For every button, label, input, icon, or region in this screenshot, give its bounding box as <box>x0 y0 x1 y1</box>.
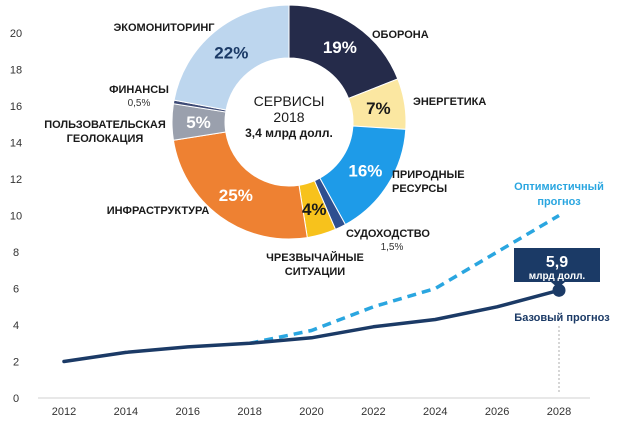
callout-unit: млрд долл. <box>529 271 586 282</box>
donut-center-title: СЕРВИСЫ <box>254 93 325 109</box>
x-tick-label: 2014 <box>114 406 138 418</box>
donut-percent-label: 22% <box>214 43 248 62</box>
y-tick-label: 6 <box>13 284 19 296</box>
segment-name-label: ИНФРАСТРУКТУРА <box>107 205 210 217</box>
x-tick-label: 2018 <box>237 406 261 418</box>
x-tick-label: 2026 <box>485 406 509 418</box>
segment-name-label: ЭНЕРГЕТИКА <box>413 96 486 108</box>
segment-name-label: СУДОХОДСТВО <box>346 228 430 240</box>
segment-name-label: ЧРЕЗВЫЧАЙНЫЕ СИТУАЦИИ <box>266 251 364 278</box>
y-axis-ticks: 0 2 4 6 8 10 12 14 16 18 20 <box>10 28 22 405</box>
y-tick-label: 8 <box>13 247 19 259</box>
y-tick-label: 14 <box>10 138 22 150</box>
donut-percent-label: 7% <box>366 99 391 118</box>
base-forecast-line <box>64 290 559 361</box>
segment-name-label: ПОЛЬЗОВАТЕЛЬСКАЯ ГЕОЛОКАЦИЯ <box>44 119 166 145</box>
y-tick-label: 10 <box>10 211 22 223</box>
y-tick-label: 4 <box>13 320 19 332</box>
y-tick-label: 18 <box>10 65 22 77</box>
line-series <box>64 216 566 362</box>
x-tick-label: 2020 <box>299 406 323 418</box>
segment-share-label: 0,5% <box>128 98 151 109</box>
optimistic-label-line2: прогноз <box>537 196 581 208</box>
x-tick-label: 2024 <box>423 406 447 418</box>
y-tick-label: 12 <box>10 174 22 186</box>
donut-percent-label: 5% <box>186 113 211 132</box>
x-tick-label: 2012 <box>52 406 76 418</box>
callout-value: 5,9 <box>546 254 568 271</box>
segment-share-label: 1,5% <box>381 242 404 253</box>
donut-center-total: 3,4 млрд долл. <box>245 126 333 140</box>
optimistic-label-line1: Оптимистичный <box>514 181 604 193</box>
donut-percent-label: 19% <box>323 38 357 57</box>
y-tick-label: 20 <box>10 28 22 40</box>
donut-center-year: 2018 <box>273 109 304 125</box>
donut-percent-label: 25% <box>219 186 253 205</box>
segment-name-label: ЭКОМОНИТОРИНГ <box>113 22 215 34</box>
x-tick-label: 2022 <box>361 406 385 418</box>
donut-percent-label: 16% <box>348 161 382 180</box>
base-forecast-label: Базовый прогноз <box>514 312 610 324</box>
x-axis-ticks: 2012 2014 2016 2018 2020 2022 2024 2026 2028 <box>52 406 571 418</box>
segment-name-label: ПРИРОДНЫЕ РЕСУРСЫ <box>392 169 465 195</box>
y-tick-label: 2 <box>13 357 19 369</box>
x-tick-label: 2016 <box>176 406 200 418</box>
segment-name-label: ОБОРОНА <box>372 29 429 41</box>
y-tick-label: 0 <box>13 393 19 405</box>
segment-name-label: ФИНАНСЫ <box>109 84 169 96</box>
y-tick-label: 16 <box>10 101 22 113</box>
x-tick-label: 2028 <box>547 406 571 418</box>
donut-percent-label: 4% <box>302 200 327 219</box>
